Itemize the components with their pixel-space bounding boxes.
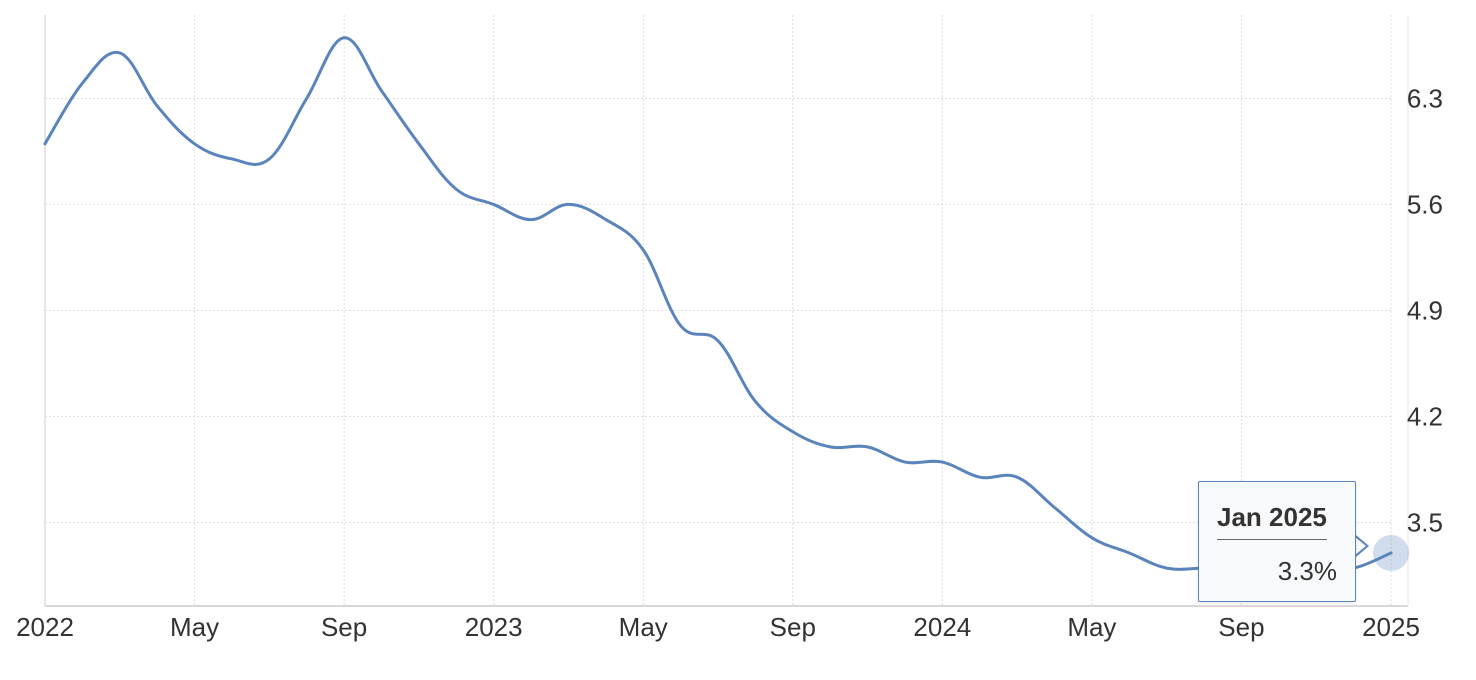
x-tick-label: 2022: [16, 612, 74, 642]
x-tick-label: Sep: [770, 612, 816, 642]
tooltip-arrow-fill: [1355, 537, 1366, 555]
hover-marker-layer: [1373, 534, 1409, 571]
x-tick-label: 2025: [1362, 612, 1420, 642]
x-tick-label: Sep: [321, 612, 367, 642]
series-line: [43, 36, 1393, 571]
tooltip-date: Jan 2025: [1217, 502, 1327, 540]
y-tick-label: 4.9: [1407, 296, 1443, 326]
y-axis-ticks: 3.5 4.2 4.9 5.6 6.3: [1407, 83, 1443, 537]
y-tick-label: 5.6: [1407, 189, 1443, 219]
x-tick-label: May: [619, 612, 668, 642]
tooltip-value: 3.3%: [1277, 556, 1337, 586]
y-tick-label: 6.3: [1407, 83, 1443, 113]
x-tick-label: May: [1067, 612, 1116, 642]
axes: [44, 15, 1409, 607]
series-layer: [43, 36, 1393, 571]
x-tick-label: May: [170, 612, 219, 642]
hover-halo: [1373, 534, 1409, 571]
y-tick-label: 3.5: [1407, 508, 1443, 538]
x-tick-label: 2024: [913, 612, 971, 642]
x-tick-label: Sep: [1218, 612, 1264, 642]
y-tick-label: 4.2: [1407, 402, 1443, 432]
grid: [45, 15, 1392, 606]
x-axis-ticks: 2022 May Sep 2023 May Sep 2024 May Sep 2025: [16, 612, 1420, 642]
tooltip: Jan 2025 3.3%: [1198, 481, 1356, 602]
x-tick-label: 2023: [465, 612, 523, 642]
